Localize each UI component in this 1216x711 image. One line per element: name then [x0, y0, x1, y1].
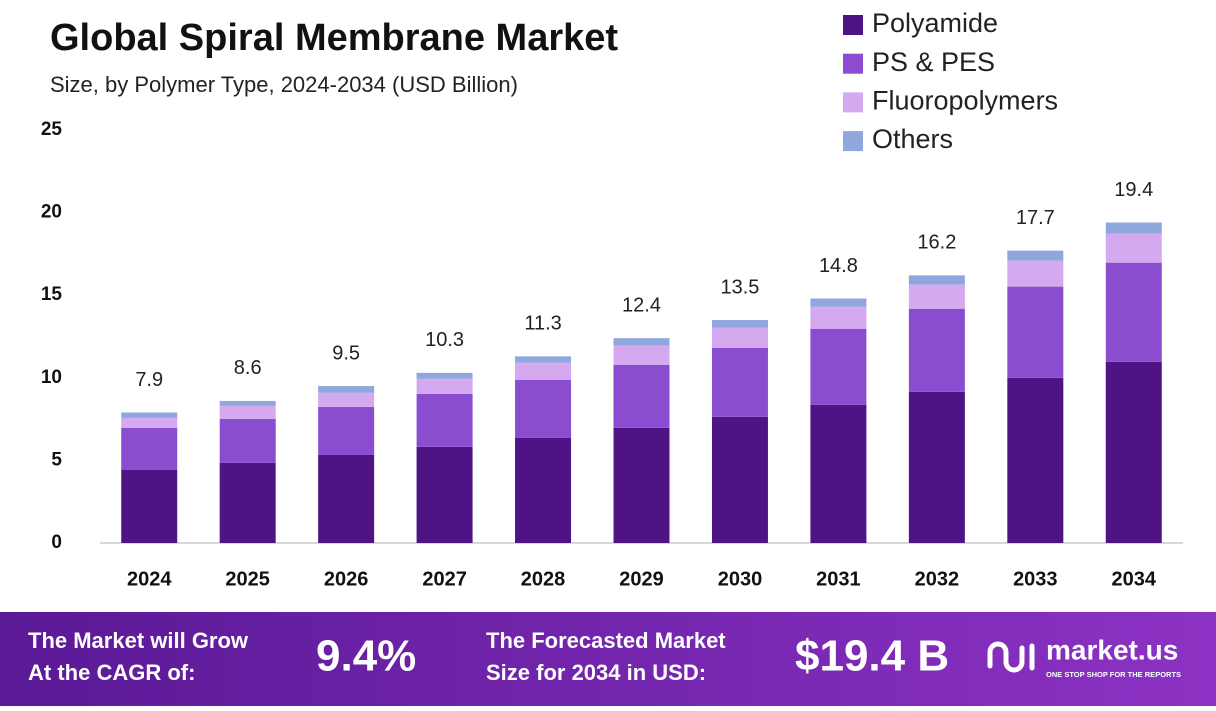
bar-segment — [318, 454, 375, 543]
value-label: 12.4 — [622, 294, 661, 316]
legend-label: Others — [872, 124, 953, 154]
bar-segment — [711, 327, 768, 348]
value-label: 7.9 — [135, 369, 163, 391]
x-tick-label: 2024 — [127, 568, 172, 590]
bar-segment — [1105, 361, 1162, 543]
value-label: 9.5 — [332, 342, 360, 364]
bar-segment — [515, 362, 572, 380]
x-tick-label: 2031 — [816, 568, 861, 590]
legend-label: PS & PES — [872, 47, 995, 77]
bar-segment — [711, 319, 768, 328]
legend-swatch — [843, 15, 863, 35]
legend-swatch — [843, 92, 863, 113]
y-tick-label: 5 — [51, 449, 62, 470]
value-label: 13.5 — [720, 276, 759, 298]
y-tick-label: 20 — [41, 202, 62, 223]
bar-segment — [1007, 286, 1064, 378]
x-tick-label: 2034 — [1112, 568, 1157, 590]
bar-segment — [219, 400, 276, 406]
bar-segment — [711, 416, 768, 543]
bar-segment — [613, 345, 670, 365]
legend-swatch — [843, 53, 863, 74]
legend-label: Fluoropolymers — [872, 86, 1058, 116]
footer-banner — [0, 612, 1216, 706]
chart-title: Global Spiral Membrane Market — [50, 17, 618, 59]
bar-segment — [318, 406, 375, 455]
x-tick-label: 2032 — [915, 568, 960, 590]
bar-segment — [515, 379, 572, 438]
bar-segment — [219, 418, 276, 463]
value-label: 16.2 — [917, 232, 956, 254]
bar-segment — [908, 391, 965, 543]
cagr-label: The Market will Grow — [28, 628, 249, 653]
y-tick-label: 15 — [41, 284, 63, 305]
forecast-label: The Forecasted Market — [486, 628, 726, 653]
brand-logo — [987, 641, 1035, 673]
bar-segment — [1105, 233, 1162, 263]
x-tick-label: 2027 — [422, 568, 467, 590]
value-label: 19.4 — [1114, 179, 1153, 201]
bar-segment — [121, 417, 178, 428]
bar-segment — [219, 405, 276, 419]
forecast-value: $19.4 B — [795, 632, 949, 681]
legend-label: Polyamide — [872, 8, 998, 38]
x-tick-label: 2028 — [521, 568, 566, 590]
bar-segment — [908, 275, 965, 285]
value-label: 10.3 — [425, 329, 464, 351]
bar-segment — [416, 378, 473, 394]
value-label: 11.3 — [524, 313, 561, 335]
x-tick-label: 2033 — [1013, 568, 1058, 590]
bar-segment — [416, 446, 473, 543]
value-label: 17.7 — [1016, 207, 1055, 229]
brand-tagline: ONE STOP SHOP FOR THE REPORTS — [1046, 670, 1181, 679]
bar-segment — [318, 386, 375, 393]
bar-segment — [613, 364, 670, 428]
y-tick-label: 0 — [51, 532, 62, 553]
bar-segment — [219, 462, 276, 543]
bar-segment — [1007, 377, 1064, 543]
bar-segment — [908, 308, 965, 392]
bar-segment — [1105, 262, 1162, 362]
legend-swatch — [843, 131, 863, 152]
bar-segment — [121, 469, 178, 543]
bar-segment — [810, 298, 867, 307]
bar-segment — [711, 347, 768, 417]
bar-segment — [908, 284, 965, 309]
x-tick-label: 2025 — [225, 568, 270, 590]
y-tick-label: 25 — [41, 119, 63, 140]
bar-segment — [810, 404, 867, 543]
bar-segment — [1105, 222, 1162, 234]
forecast-label: Size for 2034 in USD: — [486, 660, 706, 685]
bar-segment — [613, 338, 670, 346]
cagr-label: At the CAGR of: — [28, 660, 195, 685]
bar-segment — [810, 328, 867, 405]
x-tick-label: 2030 — [718, 568, 763, 590]
x-tick-label: 2029 — [619, 568, 664, 590]
bar-segment — [515, 356, 572, 363]
bar-segment — [1007, 260, 1064, 287]
bar-segment — [121, 412, 178, 418]
brand-name: market.us — [1046, 634, 1178, 665]
chart-subtitle: Size, by Polymer Type, 2024-2034 (USD Bi… — [50, 72, 518, 97]
cagr-value: 9.4% — [316, 632, 416, 681]
bar-segment — [810, 306, 867, 329]
value-label: 8.6 — [234, 357, 262, 379]
x-tick-label: 2026 — [324, 568, 369, 590]
bar-segment — [1007, 250, 1064, 261]
bar-segment — [121, 427, 178, 470]
bar-segment — [416, 372, 473, 379]
y-tick-label: 10 — [41, 367, 62, 388]
value-label: 14.8 — [819, 255, 858, 277]
bar-segment — [416, 393, 473, 447]
bar-segment — [515, 437, 572, 543]
bar-segment — [318, 392, 375, 407]
bar-segment — [613, 427, 670, 543]
